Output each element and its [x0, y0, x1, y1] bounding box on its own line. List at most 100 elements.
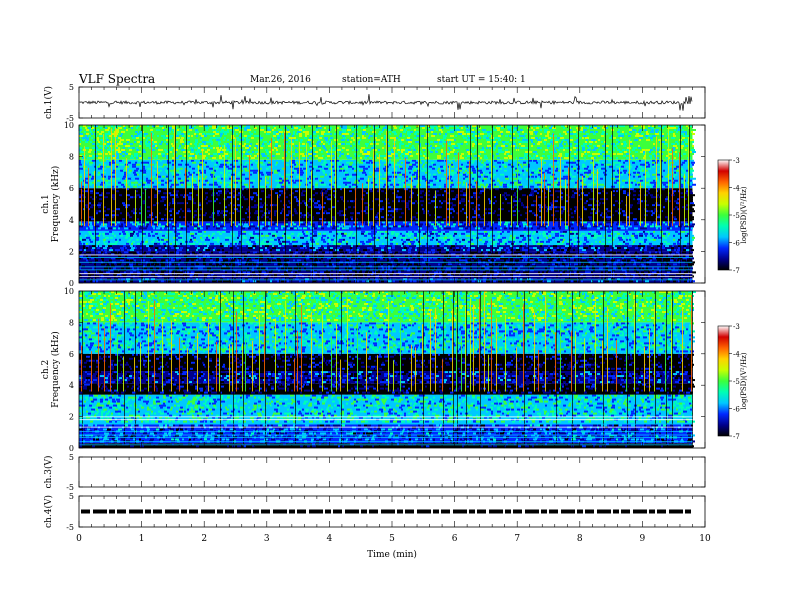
- spectrogram-cell: [478, 202, 482, 205]
- spectrogram-cell: [254, 196, 258, 199]
- spectrogram-cell: [431, 280, 435, 283]
- spectrogram-cell: [618, 267, 621, 270]
- spectrogram-cell: [557, 208, 559, 211]
- spectrogram-cell: [237, 247, 239, 250]
- spectrogram-cell: [216, 245, 219, 248]
- spectrogram-cell: [504, 238, 507, 241]
- spectrogram-cell: [629, 238, 631, 241]
- spectrogram-cell: [470, 204, 474, 207]
- spectrogram-cell: [683, 257, 687, 260]
- spectrogram-cell: [111, 263, 114, 266]
- spectrogram-cell: [623, 232, 625, 235]
- spectrogram-cell: [570, 269, 573, 272]
- spectrogram-cell: [494, 198, 498, 201]
- spectrogram-cell: [371, 227, 373, 230]
- spectrogram-cell: [417, 267, 419, 270]
- spectrogram-cell: [339, 238, 343, 241]
- spectrogram-cell: [520, 265, 523, 268]
- spectrogram-cell: [79, 271, 83, 274]
- spectrogram-cell: [560, 245, 563, 248]
- spectrogram-cell: [176, 238, 178, 241]
- spectrogram-cell: [398, 255, 402, 258]
- spectrogram-cell: [359, 206, 362, 209]
- spectrogram-cell: [91, 253, 95, 256]
- spectrogram-cell: [357, 188, 361, 191]
- spectrogram-cell: [210, 257, 212, 260]
- spectrogram-cell: [512, 236, 515, 239]
- spectrogram-cell: [549, 259, 552, 262]
- spectrogram-cell: [683, 249, 686, 252]
- spectrogram-cell: [340, 192, 342, 195]
- spectrogram-cell: [279, 190, 283, 193]
- spectrogram-cell: [506, 194, 510, 197]
- spectrogram-cell: [350, 247, 352, 250]
- spectrogram-cell: [523, 192, 527, 195]
- spectrogram-cell: [263, 242, 267, 245]
- spectrogram-cell: [593, 225, 597, 228]
- spectrogram-cell: [415, 190, 417, 193]
- spectrogram-cell: [171, 192, 173, 195]
- spectrogram-cell: [434, 271, 438, 274]
- spectrogram-cell: [180, 253, 182, 256]
- spectrogram-cell: [356, 227, 359, 230]
- spectrogram-cell: [368, 278, 370, 281]
- spectrogram-cell: [589, 221, 593, 224]
- spectrogram-cell: [236, 194, 239, 197]
- spectrogram-cell: [519, 225, 521, 228]
- spectrogram-cell: [156, 255, 159, 258]
- spectrogram-cell: [129, 206, 132, 209]
- spectrogram-cell: [361, 265, 364, 268]
- spectrogram-cell: [650, 259, 652, 262]
- spectrogram-cell: [529, 206, 531, 209]
- spectrogram-cell: [429, 269, 432, 272]
- spectrogram-cell: [229, 227, 232, 230]
- spectrogram-cell: [137, 223, 140, 226]
- spectrogram-cell: [302, 263, 304, 266]
- spectrogram-cell: [495, 227, 497, 230]
- spectrogram-cell: [330, 247, 334, 250]
- spectrogram-cell: [323, 192, 327, 195]
- spectrogram-cell: [86, 259, 88, 262]
- spectrogram-cell: [520, 234, 524, 237]
- spectrogram-cell: [519, 232, 522, 235]
- spectrogram-cell: [256, 194, 258, 197]
- spectrogram-cell: [86, 225, 90, 228]
- spectrogram-cell: [540, 269, 544, 272]
- spectrogram-cell: [572, 221, 574, 224]
- spectrogram-cell: [104, 206, 106, 209]
- spectrogram-cell: [519, 188, 522, 191]
- spectrogram-cell: [651, 273, 655, 276]
- spectrogram-cell: [251, 265, 255, 268]
- spectrogram-cell: [389, 236, 391, 239]
- spectrogram-cell: [685, 278, 689, 281]
- spectrogram-cell: [614, 230, 618, 233]
- spectrogram-cell: [615, 240, 617, 243]
- spectrogram-cell: [441, 269, 445, 272]
- spectrogram-cell: [281, 192, 283, 195]
- spectrogram-cell: [222, 265, 226, 268]
- spectrogram-cell: [154, 265, 156, 268]
- spectrogram-cell: [173, 236, 176, 239]
- spectrogram-cell: [663, 257, 667, 260]
- spectrogram-cell: [340, 188, 342, 191]
- spectrogram-cell: [217, 236, 219, 239]
- spectrogram-cell: [614, 208, 616, 211]
- spectrogram-cell: [580, 200, 582, 203]
- spectrogram-cell: [391, 208, 394, 211]
- spectrogram-cell: [680, 221, 683, 224]
- spectrogram-cell: [143, 247, 146, 250]
- spectrogram-cell: [409, 247, 412, 250]
- spectrogram-cell: [216, 263, 219, 266]
- spectrogram-cell: [219, 192, 222, 195]
- spectrogram-cell: [189, 236, 191, 239]
- spectrogram-cell: [134, 273, 137, 276]
- spectrogram-cell: [384, 208, 386, 211]
- spectrogram-cell: [224, 196, 228, 199]
- spectrogram-cell: [668, 223, 671, 226]
- spectrogram-cell: [211, 190, 213, 193]
- spectrogram-cell: [617, 247, 621, 250]
- spectrogram-cell: [109, 204, 112, 207]
- spectrogram-cell: [447, 257, 450, 260]
- spectrogram-cell: [399, 206, 403, 209]
- spectrogram-cell: [459, 240, 461, 243]
